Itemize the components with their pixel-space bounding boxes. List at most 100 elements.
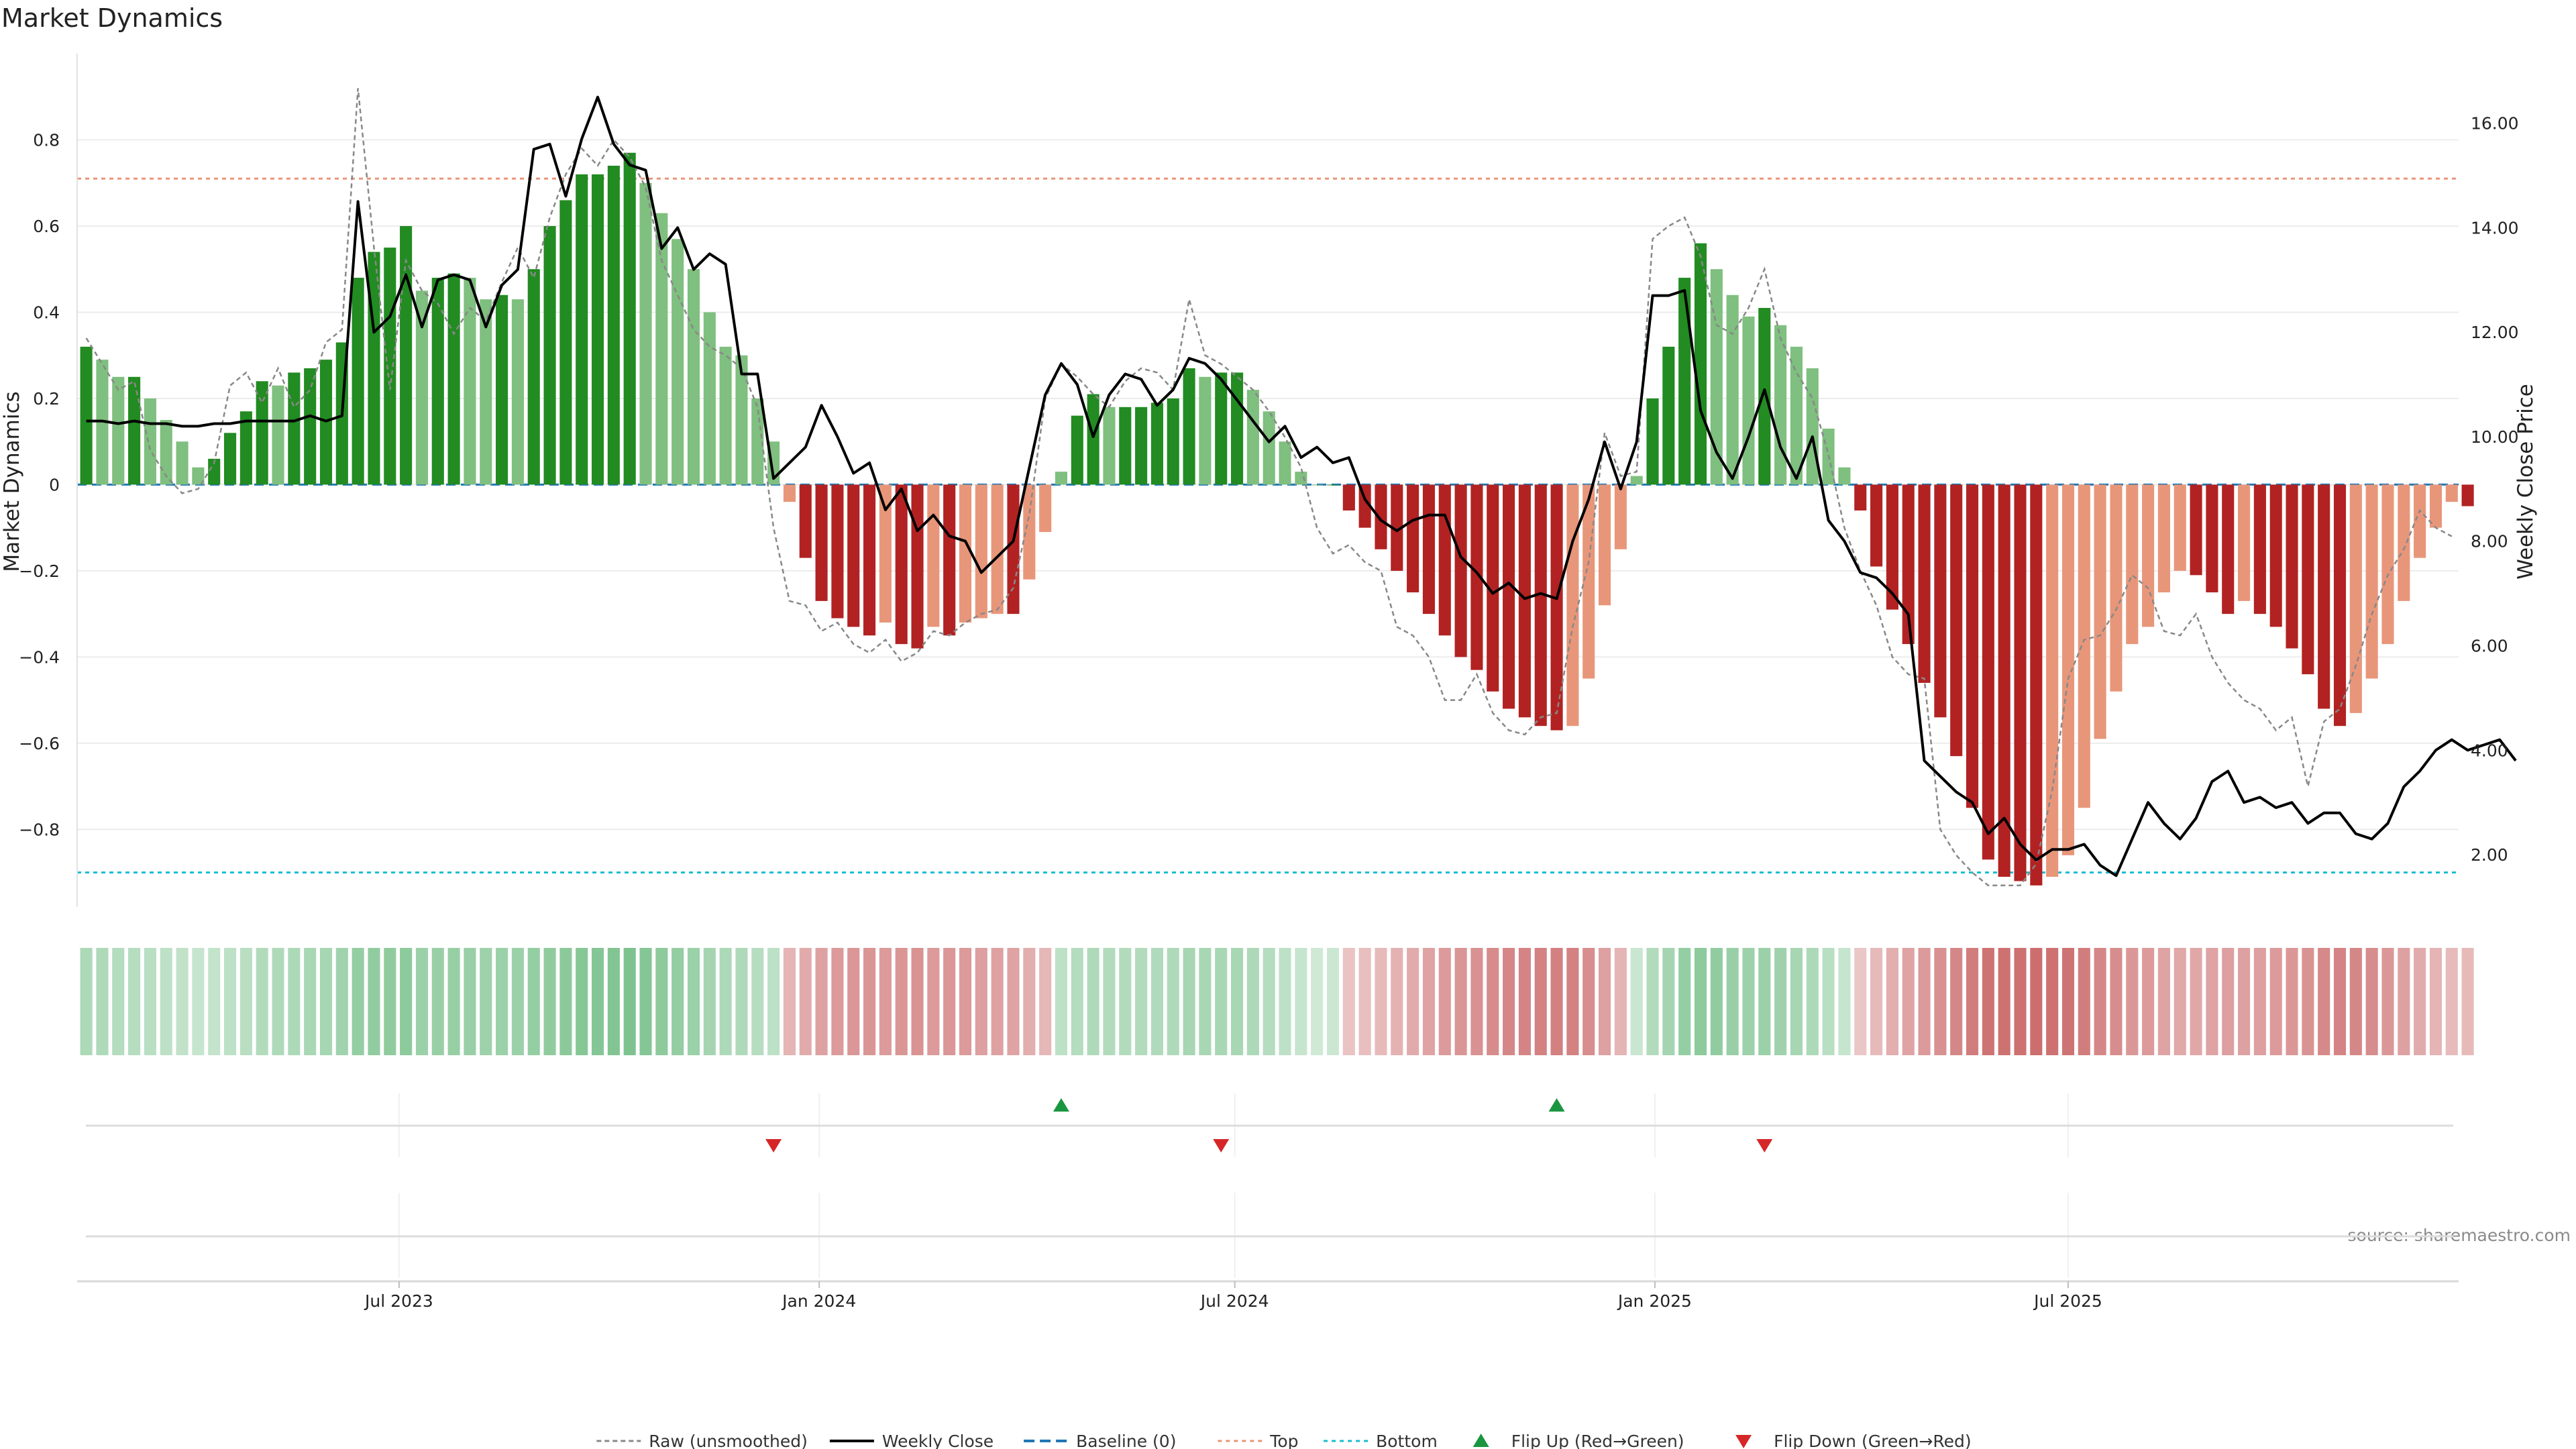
heatmap-cell bbox=[2110, 948, 2123, 1055]
heatmap-cell bbox=[1119, 948, 1132, 1055]
x-tick-label: Jul 2025 bbox=[2033, 1291, 2102, 1311]
y-tick-label-left: 0.2 bbox=[33, 389, 60, 409]
dynamics-bar bbox=[1103, 407, 1116, 485]
dynamics-bar bbox=[719, 346, 732, 485]
heatmap-cell bbox=[911, 948, 924, 1055]
dynamics-bar bbox=[2398, 484, 2410, 601]
heatmap-cell bbox=[1246, 948, 1259, 1055]
heatmap-cell bbox=[1550, 948, 1563, 1055]
dynamics-bar bbox=[1886, 484, 1898, 610]
dynamics-bar bbox=[112, 376, 125, 485]
heatmap-cell bbox=[687, 948, 700, 1055]
dynamics-bar bbox=[415, 290, 429, 485]
dynamics-bar bbox=[511, 299, 524, 485]
heatmap-cell bbox=[2445, 948, 2458, 1055]
heatmap-cell bbox=[288, 948, 301, 1055]
dynamics-bar bbox=[2302, 484, 2314, 675]
heatmap-cell bbox=[847, 948, 860, 1055]
heatmap-cell bbox=[1854, 948, 1867, 1055]
dynamics-bar bbox=[2061, 484, 2075, 855]
dynamics-bar bbox=[1342, 484, 1355, 511]
dynamics-bar bbox=[2222, 484, 2235, 614]
dynamics-bar bbox=[543, 225, 556, 485]
dynamics-bar bbox=[655, 213, 668, 485]
heatmap-cell bbox=[160, 948, 172, 1055]
dynamics-bar bbox=[1758, 308, 1771, 485]
legend-label: Baseline (0) bbox=[1076, 1432, 1176, 1449]
heatmap-cell bbox=[1326, 948, 1340, 1055]
heatmap-cell bbox=[1790, 948, 1803, 1055]
heatmap-cell bbox=[1407, 948, 1419, 1055]
dynamics-bar bbox=[879, 484, 892, 623]
heatmap-cell bbox=[335, 948, 348, 1055]
heatmap-cell bbox=[480, 948, 492, 1055]
heatmap-cell bbox=[1375, 948, 1387, 1055]
y-tick-label-left: 0 bbox=[49, 475, 60, 494]
heatmap-cell bbox=[783, 948, 796, 1055]
dynamics-bar bbox=[2445, 484, 2458, 502]
dynamics-bar bbox=[1487, 484, 1499, 692]
heatmap-cell bbox=[672, 948, 684, 1055]
legend-item-bottom: Bottom bbox=[1324, 1432, 1438, 1449]
legend-label: Flip Down (Green→Red) bbox=[1774, 1432, 1972, 1449]
heatmap-cell bbox=[2302, 948, 2314, 1055]
heatmap-cell bbox=[1358, 948, 1371, 1055]
heatmap-cell bbox=[431, 948, 444, 1055]
heatmap-cell bbox=[1279, 948, 1291, 1055]
y-tick-label-right: 14.00 bbox=[2471, 218, 2519, 237]
heatmap-cell bbox=[496, 948, 508, 1055]
dynamics-bar bbox=[1854, 484, 1867, 511]
y-tick-label-left: 0.4 bbox=[33, 303, 60, 322]
dynamics-bar bbox=[1167, 398, 1179, 485]
heatmap-cell bbox=[959, 948, 972, 1055]
dynamics-bar bbox=[272, 385, 284, 485]
heatmap-cell bbox=[415, 948, 429, 1055]
dynamics-bar bbox=[1630, 476, 1643, 485]
dynamics-bar bbox=[1150, 402, 1163, 485]
heatmap-cell bbox=[1646, 948, 1659, 1055]
dynamics-bar bbox=[1215, 372, 1228, 485]
dynamics-bar bbox=[1503, 484, 1515, 709]
heatmap-cell bbox=[1438, 948, 1451, 1055]
dynamics-bar bbox=[799, 484, 812, 558]
dynamics-bar bbox=[128, 376, 141, 485]
heatmap-cell bbox=[1630, 948, 1643, 1055]
dynamics-bar bbox=[1998, 484, 2010, 877]
dynamics-bar bbox=[239, 411, 252, 485]
heatmap-cell bbox=[1150, 948, 1163, 1055]
heatmap-cell bbox=[400, 948, 413, 1055]
heatmap-cell bbox=[2030, 948, 2043, 1055]
dynamics-bar bbox=[160, 420, 172, 485]
x-tick-label: Jul 2024 bbox=[1199, 1291, 1269, 1311]
dynamics-bar bbox=[1071, 415, 1083, 485]
heatmap-cell bbox=[639, 948, 652, 1055]
y-tick-label-left: −0.6 bbox=[19, 734, 60, 753]
dynamics-bar bbox=[1326, 484, 1340, 486]
heatmap-cell bbox=[1007, 948, 1020, 1055]
heatmap-cell bbox=[1071, 948, 1083, 1055]
heatmap-cell bbox=[1534, 948, 1547, 1055]
heatmap-cell bbox=[1454, 948, 1467, 1055]
heatmap-cell bbox=[895, 948, 908, 1055]
flip-down-marker bbox=[1213, 1139, 1230, 1152]
regime-heatmap bbox=[80, 948, 2474, 1055]
flip-down-marker bbox=[765, 1139, 782, 1152]
heatmap-cell bbox=[1582, 948, 1595, 1055]
dynamics-bar bbox=[1566, 484, 1579, 727]
dynamics-bar bbox=[1375, 484, 1387, 549]
y-tick-label-right: 4.00 bbox=[2471, 741, 2508, 760]
heatmap-cell bbox=[256, 948, 268, 1055]
dynamics-bar bbox=[192, 467, 205, 485]
dynamics-bar bbox=[1391, 484, 1403, 571]
dynamics-bar bbox=[400, 225, 413, 485]
dynamics-bar bbox=[1918, 484, 1931, 683]
y-tick-label-right: 10.00 bbox=[2471, 427, 2519, 447]
dynamics-bar bbox=[672, 239, 684, 485]
heatmap-cell bbox=[1199, 948, 1212, 1055]
y-tick-label-right: 2.00 bbox=[2471, 845, 2508, 865]
heatmap-cell bbox=[943, 948, 956, 1055]
heatmap-cell bbox=[1950, 948, 1963, 1055]
heatmap-cell bbox=[1806, 948, 1819, 1055]
heatmap-cell bbox=[208, 948, 221, 1055]
